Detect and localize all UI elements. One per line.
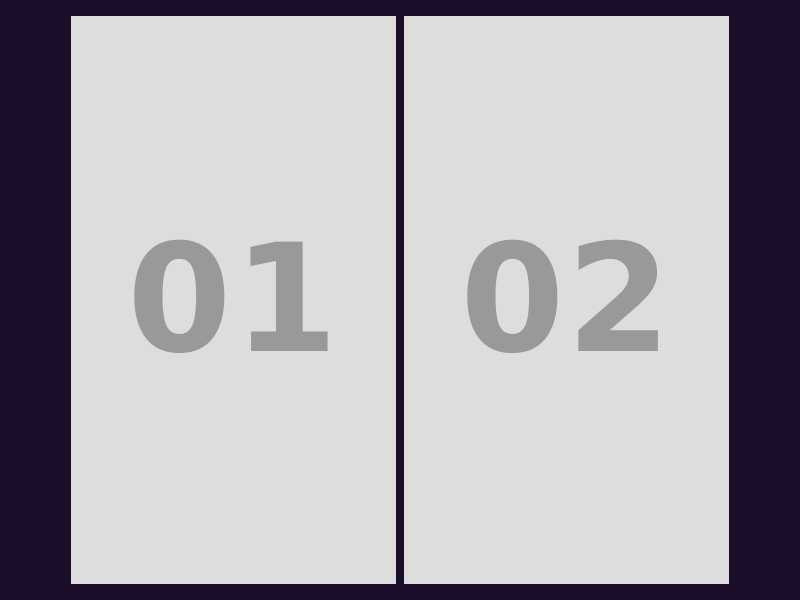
panel-number-01: 01 (127, 213, 340, 387)
panel-02: 02 (404, 16, 729, 584)
panel-number-02: 02 (460, 213, 673, 387)
panel-01: 01 (71, 16, 396, 584)
